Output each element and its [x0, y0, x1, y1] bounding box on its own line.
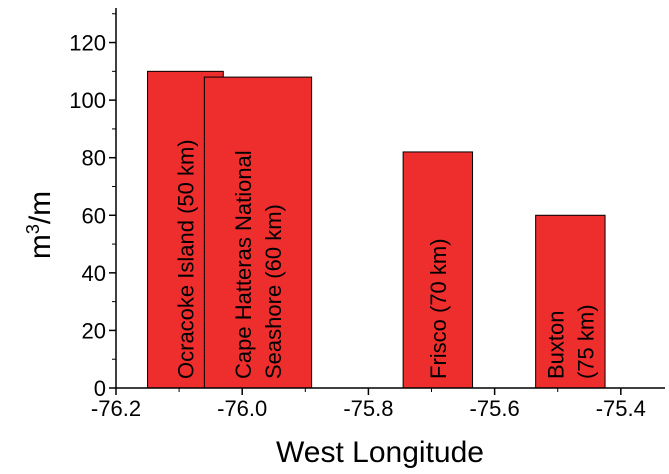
bar-2-label-line-1: Cape Hatteras National — [231, 150, 256, 379]
x-tick-label-5: -75.4 — [596, 396, 646, 421]
bar-1-label-line-1: Ocracoke Island (50 km) — [173, 139, 198, 379]
x-axis-title: West Longitude — [276, 436, 484, 469]
y-axis-title-base: m — [24, 234, 57, 259]
y-axis-title-exponent: 3 — [23, 224, 43, 234]
axes-layer: -76.2 -76.0 -75.8 -75.6 -75.4 0 20 40 60 80 100 120 — [69, 8, 665, 421]
x-tick-label-2: -76.0 — [217, 396, 267, 421]
bar-2 — [203, 76, 313, 389]
y-tick-label-4: 60 — [82, 203, 106, 228]
bar-2-label-line-2: Seashore (60 km) — [261, 204, 286, 379]
bars-layer: Ocracoke Island (50 km) Cape Hatteras Nat… — [147, 70, 606, 389]
x-tick-label-1: -76.2 — [91, 396, 141, 421]
y-tick-label-1: 0 — [94, 376, 106, 401]
bar-4 — [535, 214, 606, 389]
bar-3 — [402, 151, 474, 389]
y-tick-label-3: 40 — [82, 261, 106, 286]
x-tick-label-4: -75.6 — [470, 396, 520, 421]
y-tick-label-6: 100 — [69, 88, 106, 113]
y-tick-label-2: 20 — [82, 318, 106, 343]
y-axis-title: m3/m — [23, 191, 57, 259]
x-tick-label-3: -75.8 — [343, 396, 393, 421]
bar-4-label-line-2: (75 km) — [573, 304, 598, 379]
y-tick-label-5: 80 — [82, 146, 106, 171]
y-axis-title-suffix: /m — [24, 191, 57, 224]
y-tick-label-7: 120 — [69, 31, 106, 56]
bar-3-label-line-1: Frisco (70 km) — [426, 238, 451, 379]
bar-4-label-line-1: Buxton — [543, 311, 568, 380]
